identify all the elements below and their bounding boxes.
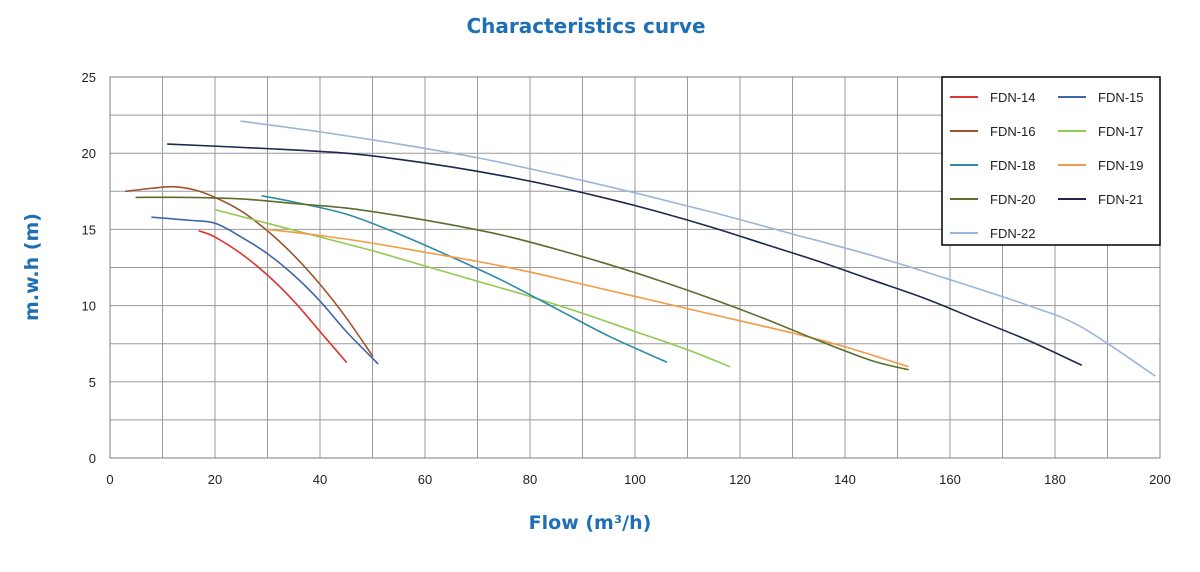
series-line-fdn-18 xyxy=(261,195,668,363)
y-axis-title: m.w.h (m) xyxy=(21,213,43,321)
x-tick-label: 120 xyxy=(729,472,751,487)
legend-label-fdn-15: FDN-15 xyxy=(1098,90,1144,105)
series-lines xyxy=(124,120,1156,377)
legend-label-fdn-20: FDN-20 xyxy=(990,192,1036,207)
y-tick-label: 15 xyxy=(82,222,96,237)
x-tick-labels: 0 20 40 60 80 100 120 140 160 180 200 xyxy=(106,472,1170,487)
series-line-fdn-15 xyxy=(151,216,379,365)
series-line-fdn-21 xyxy=(166,143,1083,366)
x-tick-label: 160 xyxy=(939,472,961,487)
y-tick-label: 0 xyxy=(89,451,96,466)
series-line-fdn-16 xyxy=(124,185,374,357)
x-tick-label: 20 xyxy=(208,472,222,487)
x-tick-label: 200 xyxy=(1149,472,1171,487)
x-tick-label: 0 xyxy=(106,472,113,487)
series-line-fdn-20 xyxy=(135,196,909,371)
y-tick-label: 5 xyxy=(89,375,96,390)
y-tick-label: 25 xyxy=(82,70,96,85)
legend-label-fdn-18: FDN-18 xyxy=(990,158,1036,173)
legend-label-fdn-21: FDN-21 xyxy=(1098,192,1144,207)
x-tick-label: 80 xyxy=(523,472,537,487)
series-line-fdn-17 xyxy=(214,208,731,368)
x-tick-label: 60 xyxy=(418,472,432,487)
series-line-fdn-14 xyxy=(198,230,348,363)
legend-label-fdn-14: FDN-14 xyxy=(990,90,1036,105)
x-tick-label: 140 xyxy=(834,472,856,487)
legend-label-fdn-16: FDN-16 xyxy=(990,124,1036,139)
x-tick-label: 40 xyxy=(313,472,327,487)
x-axis-title: Flow (m³/h) xyxy=(529,512,652,534)
legend-box xyxy=(941,76,1161,246)
y-tick-labels: 0 5 10 15 20 25 xyxy=(82,70,96,466)
legend-label-fdn-19: FDN-19 xyxy=(1098,158,1144,173)
chart-title: Characteristics curve xyxy=(466,14,705,38)
y-tick-label: 10 xyxy=(82,299,96,314)
y-tick-label: 20 xyxy=(82,146,96,161)
legend: FDN-14 FDN-15 FDN-16 FDN-17 FDN-18 FDN-19 FDN-… xyxy=(941,76,1161,246)
grid xyxy=(110,77,1160,458)
legend-label-fdn-22: FDN-22 xyxy=(990,226,1036,241)
series-line-fdn-19 xyxy=(266,228,909,368)
legend-label-fdn-17: FDN-17 xyxy=(1098,124,1144,139)
x-tick-label: 180 xyxy=(1044,472,1066,487)
plot-frame xyxy=(109,76,1161,459)
series-line-fdn-22 xyxy=(240,120,1156,377)
x-tick-label: 100 xyxy=(624,472,646,487)
